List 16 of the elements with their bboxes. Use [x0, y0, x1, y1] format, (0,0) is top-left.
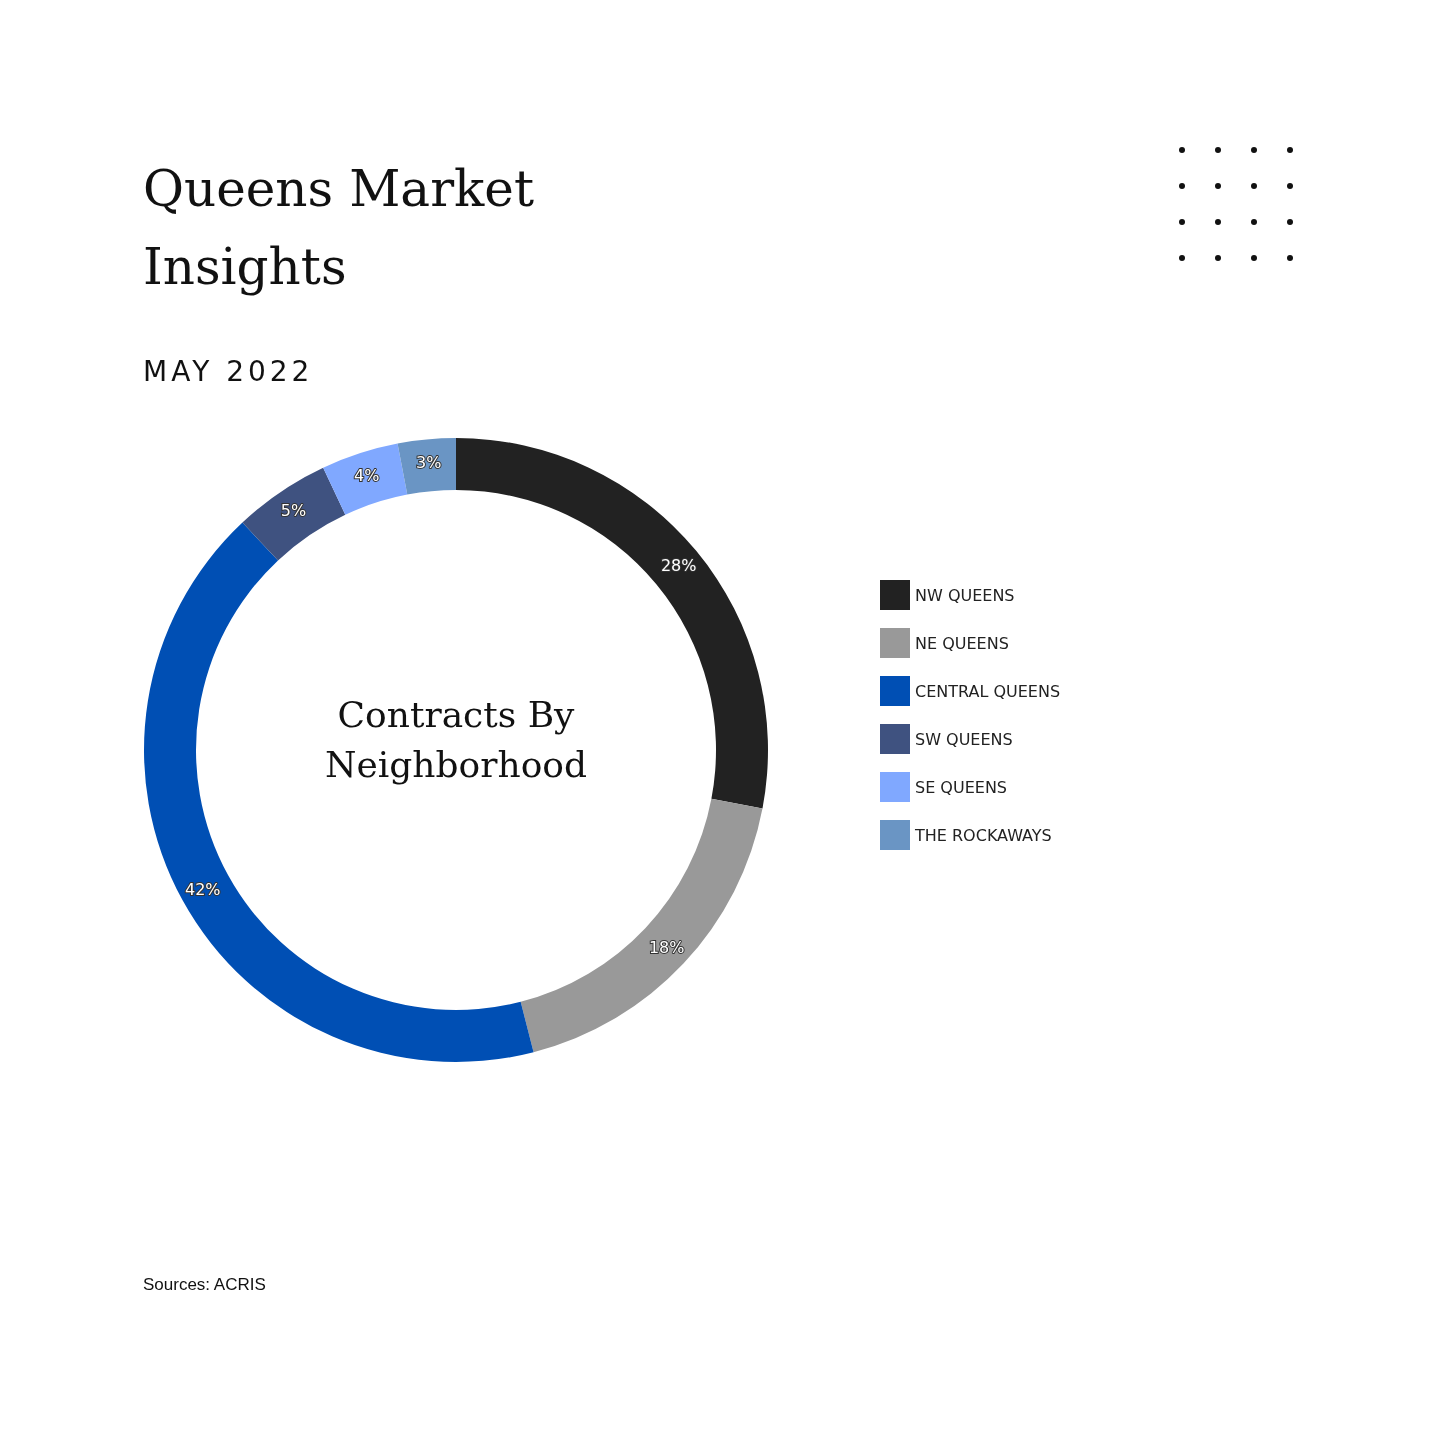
legend-label: SE QUEENS — [915, 777, 1007, 797]
legend-label: CENTRAL QUEENS — [915, 681, 1061, 701]
legend-label: NE QUEENS — [915, 633, 1009, 653]
data-label: 3% — [416, 452, 442, 472]
data-label: 18% — [648, 938, 685, 958]
data-label: 4% — [354, 465, 380, 485]
legend-label: THE ROCKAWAYS — [914, 825, 1052, 845]
text: Contracts By Neighborhood — [323, 693, 589, 787]
data-label: 42% — [184, 879, 221, 899]
chart-title: Queens Market Insights — [143, 159, 535, 298]
data-label: 28% — [660, 556, 697, 576]
source-note: Sources: ACRIS — [143, 1275, 266, 1295]
data-label: 5% — [280, 501, 307, 521]
chart-subtitle: MAY 2022 — [143, 355, 314, 388]
legend-label: NW QUEENS — [915, 585, 1015, 605]
legend-label: SW QUEENS — [915, 729, 1013, 749]
